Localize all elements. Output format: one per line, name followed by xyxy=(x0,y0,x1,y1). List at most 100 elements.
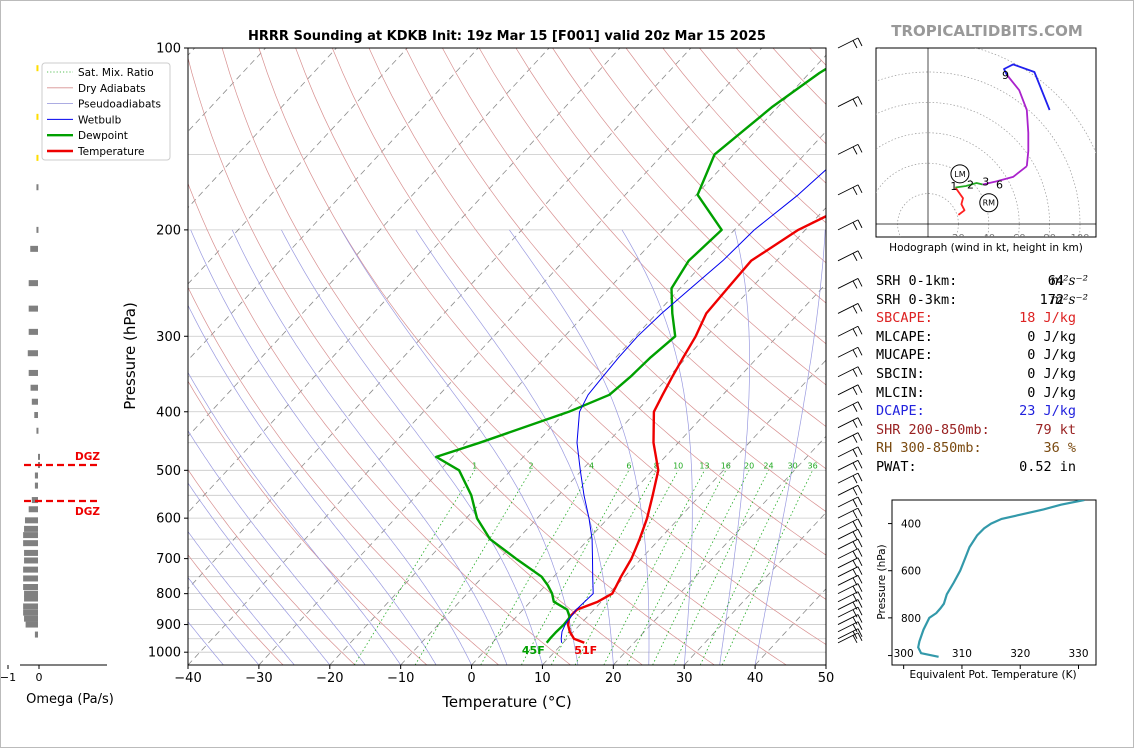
mixing-ratio-label: 4 xyxy=(589,461,594,470)
mixing-ratio-line xyxy=(699,470,793,665)
hodograph-height-marker: 3 xyxy=(982,175,989,188)
wind-barb-flag xyxy=(852,187,858,196)
wind-barb xyxy=(837,557,859,569)
dry-adiabat xyxy=(188,56,643,665)
wind-barb-flag xyxy=(857,606,863,616)
wind-barb xyxy=(837,599,859,610)
chart-title: HRRR Sounding at KDKB Init: 19z Mar 15 [… xyxy=(248,29,766,44)
wind-barb xyxy=(837,518,859,530)
pseudoadiabat xyxy=(340,229,579,665)
storm-motion-label: RM xyxy=(983,199,996,208)
theta-e-x-tick-label: 300 xyxy=(894,648,914,660)
y-tick-label: 700 xyxy=(156,552,181,567)
omega-bar xyxy=(28,305,38,312)
wind-barb-flag xyxy=(852,146,858,155)
wind-barb-flag xyxy=(852,499,858,508)
pseudoadiabat xyxy=(281,229,543,665)
hodograph-segment xyxy=(955,182,983,189)
index-value: 0.52 in xyxy=(1019,458,1076,475)
index-value: 0 J/kg xyxy=(1027,365,1076,382)
wind-barb-flag xyxy=(852,521,858,530)
wind-barb-flag xyxy=(857,219,863,229)
omega-bar xyxy=(36,226,39,233)
wind-barb-flag xyxy=(852,475,858,484)
surface-temperature-label: 51F xyxy=(574,644,597,657)
omega-bar xyxy=(27,350,38,357)
index-row: MUCAPE: 0 J/kg xyxy=(876,346,1076,365)
isotherm-line xyxy=(683,511,826,665)
skewt-xlabel: Temperature (°C) xyxy=(441,693,571,711)
legend-label: Pseudoadiabats xyxy=(78,99,161,111)
theta-e-y-tick-label: 400 xyxy=(901,519,921,531)
wind-barb-flag xyxy=(857,278,863,287)
x-tick-label: 50 xyxy=(818,671,835,686)
dry-adiabat xyxy=(478,48,826,427)
index-unit: m²s⁻² xyxy=(1050,291,1088,308)
omega-bar xyxy=(31,398,38,405)
x-tick-label: −20 xyxy=(316,671,343,686)
omega-bar xyxy=(23,540,38,547)
wind-barb xyxy=(837,37,859,49)
omega-bar xyxy=(24,517,38,524)
index-label: SHR 200-850mb: xyxy=(876,421,990,438)
pseudoadiabat xyxy=(188,371,401,665)
y-tick-label: 300 xyxy=(156,330,181,345)
hodograph-segment xyxy=(1003,63,1051,111)
wind-barb xyxy=(837,472,859,484)
index-value: 23 J/kg xyxy=(1019,403,1076,420)
pseudoadiabat xyxy=(188,430,366,665)
omega-bar xyxy=(36,65,39,72)
wind-barb xyxy=(837,250,859,262)
theta-e-ylabel: Pressure (hPa) xyxy=(876,544,888,619)
pseudoadiabat xyxy=(188,304,437,665)
isotherm-line xyxy=(188,48,550,437)
watermark: TROPICALTIDBITS.COM xyxy=(891,22,1083,40)
index-row: MLCIN: 0 J/kg xyxy=(876,384,1076,403)
y-tick-label: 500 xyxy=(156,464,181,479)
wind-barb-flag xyxy=(852,601,858,610)
index-row: SHR 200-850mb: 79 kt xyxy=(876,421,1076,440)
wind-barb-flag xyxy=(857,472,863,482)
dry-adiabat xyxy=(295,48,826,645)
wind-barb-flag xyxy=(852,635,858,644)
wind-barb xyxy=(837,184,859,196)
hodograph-ring-label: 60 xyxy=(1013,233,1026,244)
wind-barb-flag xyxy=(857,326,863,335)
index-value: 172 xyxy=(1039,291,1064,308)
omega-bar xyxy=(23,575,38,582)
wind-barb xyxy=(837,566,859,578)
pseudoadiabat xyxy=(719,229,750,665)
hodograph-height-marker: 2 xyxy=(967,178,974,191)
index-row: MLCAPE: 0 J/kg xyxy=(876,328,1076,347)
wind-barb-flag xyxy=(852,568,858,577)
wind-barb-flag xyxy=(857,528,863,538)
wind-barb-flag xyxy=(852,40,858,49)
x-tick-label: 40 xyxy=(747,671,764,686)
omega-bar xyxy=(25,621,38,628)
wind-barb xyxy=(837,538,859,550)
wind-barb-flag xyxy=(857,628,863,637)
wind-barb-flag xyxy=(852,487,858,496)
pseudoadiabat xyxy=(231,229,508,665)
pseudoadiabat xyxy=(190,229,472,665)
wind-barb-flag xyxy=(857,575,863,584)
mixing-ratio-line xyxy=(353,470,476,665)
dry-adiabat xyxy=(188,182,571,665)
series-wetbulb xyxy=(560,169,826,643)
theta-e-frame xyxy=(891,499,1097,666)
theta-e-panel: 300 310 320 330 400 600 800 xyxy=(888,499,1097,669)
wind-barb xyxy=(837,628,859,640)
wind-barb-flag xyxy=(852,585,858,594)
dry-adiabat xyxy=(331,48,826,600)
dry-adiabat xyxy=(552,48,826,345)
wind-barb xyxy=(837,303,859,314)
y-tick-label: 900 xyxy=(156,618,181,633)
wind-barb xyxy=(837,401,859,413)
y-tick-label: 200 xyxy=(156,223,181,238)
mixing-ratio-label: 30 xyxy=(788,461,798,470)
wind-barb-flag xyxy=(857,538,863,548)
wind-barb-flag xyxy=(852,631,858,639)
theta-e-inner xyxy=(917,500,1085,658)
wind-barb xyxy=(837,366,859,378)
wind-barb-flag xyxy=(857,614,863,623)
